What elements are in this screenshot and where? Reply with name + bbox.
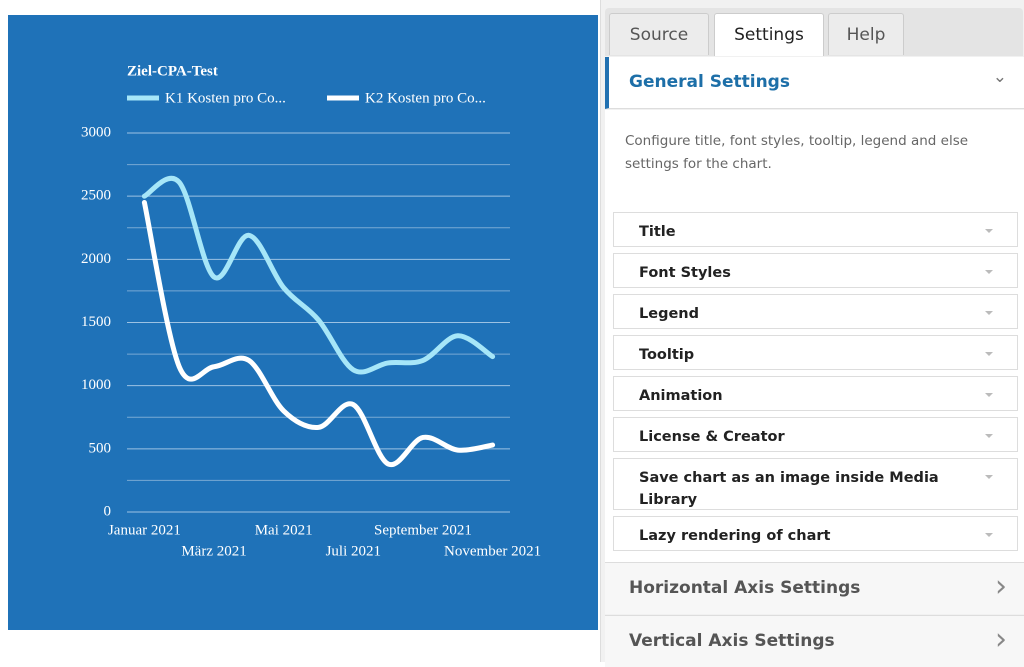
- accordion-item[interactable]: Title: [613, 212, 1018, 247]
- accordion-item[interactable]: Lazy rendering of chart: [613, 516, 1018, 551]
- x-tick-label: März 2021: [181, 543, 246, 559]
- chevron: ›: [995, 622, 1007, 657]
- accordion-item[interactable]: Tooltip: [613, 335, 1018, 370]
- y-tick-label: 2500: [81, 188, 111, 204]
- y-tick-label: 500: [89, 440, 112, 456]
- accordion-item[interactable]: Font Styles: [613, 253, 1018, 288]
- general-settings-header[interactable]: General Settings ⌄: [605, 57, 1024, 109]
- tab[interactable]: Help: [828, 13, 904, 55]
- x-tick-label: Januar 2021: [108, 522, 181, 538]
- x-tick-label: September 2021: [374, 522, 472, 538]
- accordion-item[interactable]: License & Creator: [613, 417, 1018, 452]
- chevron: ›: [995, 569, 1007, 604]
- section-header[interactable]: Vertical Axis Settings ›: [605, 615, 1024, 667]
- item-label: Title: [639, 224, 676, 240]
- tab[interactable]: Settings: [714, 13, 824, 56]
- item-label: Animation: [639, 388, 723, 404]
- item-label: Legend: [639, 306, 699, 322]
- y-tick-label: 1000: [81, 377, 111, 393]
- section-title: Horizontal Axis Settings: [629, 578, 861, 598]
- item-label: Lazy rendering of chart: [639, 528, 831, 544]
- caret: [985, 475, 993, 479]
- item-label: Font Styles: [639, 265, 731, 281]
- caret: [985, 311, 993, 315]
- chevron: ⌄: [992, 67, 1007, 87]
- legend-label: K1 Kosten pro Co...: [165, 90, 286, 106]
- series-line: [141, 199, 496, 468]
- section-title: Vertical Axis Settings: [629, 631, 835, 651]
- caret: [985, 270, 993, 274]
- y-tick-label: 2000: [81, 251, 111, 267]
- section-title: General Settings: [629, 72, 790, 92]
- accordion-item[interactable]: Legend: [613, 294, 1018, 329]
- caret: [985, 229, 993, 233]
- x-tick-label: Mai 2021: [255, 522, 313, 538]
- caret: [985, 533, 993, 537]
- accordion-item[interactable]: Animation: [613, 376, 1018, 411]
- y-tick-label: 3000: [81, 124, 111, 140]
- chart-title: Ziel-CPA-Test: [127, 63, 218, 79]
- accordion-item[interactable]: Save chart as an image inside Media Libr…: [613, 458, 1018, 510]
- legend-label: K2 Kosten pro Co...: [365, 90, 486, 106]
- y-tick-label: 0: [104, 503, 112, 519]
- description: Configure title, font styles, tooltip, l…: [625, 133, 969, 172]
- settings-panel: Source Settings Help General Settings ⌄ Con…: [600, 0, 1024, 667]
- tab[interactable]: Source: [609, 13, 709, 55]
- y-tick-label: 1500: [81, 314, 111, 330]
- item-label: License & Creator: [639, 429, 785, 445]
- caret: [985, 434, 993, 438]
- series-line: [141, 175, 496, 375]
- caret: [985, 393, 993, 397]
- section-header[interactable]: Horizontal Axis Settings ›: [605, 562, 1024, 614]
- item-label: Tooltip: [639, 347, 695, 363]
- x-tick-label: Juli 2021: [326, 543, 381, 559]
- x-tick-label: November 2021: [444, 543, 541, 559]
- chart: Ziel-CPA-Test K1 Kosten pro Co... K2 Kost…: [8, 15, 598, 630]
- caret: [985, 352, 993, 356]
- tab-bar: Source Settings Help: [605, 8, 1023, 56]
- item-label: Save chart as an image inside Media Libr…: [639, 470, 939, 508]
